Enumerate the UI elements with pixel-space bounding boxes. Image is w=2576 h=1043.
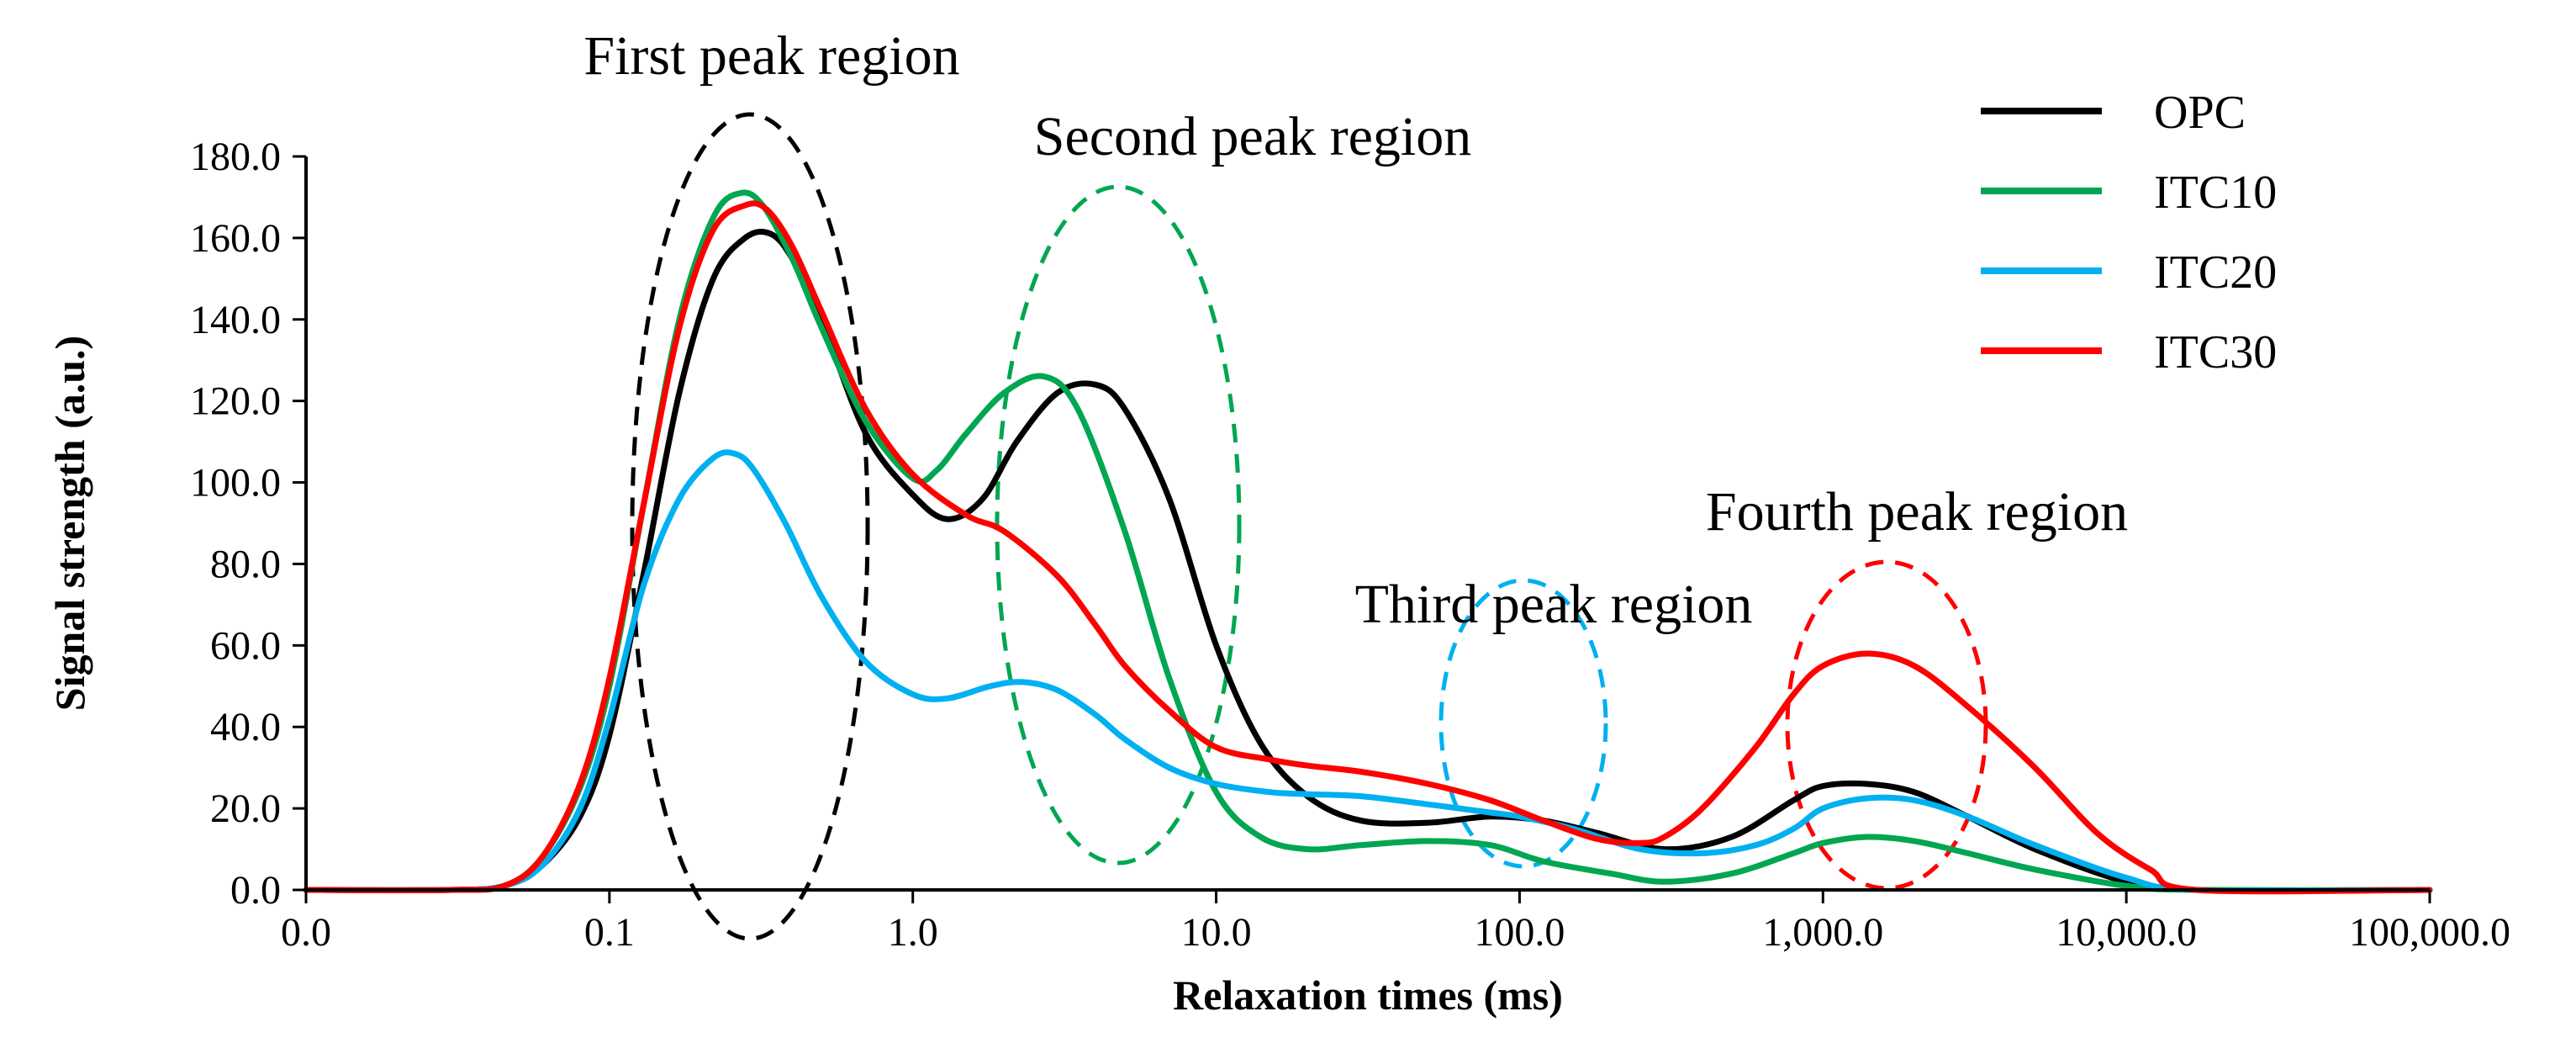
annotations: First peak region Second peak region Third… — [583, 25, 2128, 941]
x-ticks: 0.0 0.1 1.0 10.0 100.0 1,000.0 10,000.0 100,000… — [281, 890, 2510, 955]
legend-label: ITC10 — [2154, 167, 2277, 219]
y-tick-label: 180.0 — [190, 135, 281, 179]
annotation-label: Second peak region — [1034, 106, 1472, 167]
series-layer — [303, 189, 2433, 895]
x-tick-label: 100,000.0 — [2349, 910, 2510, 955]
annotation-label: Third peak region — [1355, 574, 1753, 635]
y-tick-label: 100.0 — [190, 461, 281, 506]
annotation-ellipse — [1438, 578, 1608, 869]
x-tick-label: 10.0 — [1181, 910, 1252, 955]
y-tick-label: 20.0 — [210, 786, 281, 831]
y-tick-label: 160.0 — [190, 216, 281, 261]
x-tick-label: 0.0 — [281, 910, 331, 955]
annotation-ellipse — [630, 112, 870, 941]
legend: OPC ITC10 ITC20 ITC30 — [1981, 87, 2277, 379]
annotation-label: Fourth peak region — [1706, 481, 2128, 543]
y-tick-label: 60.0 — [210, 623, 281, 668]
y-tick-label: 0.0 — [230, 868, 281, 913]
annotation-label: First peak region — [583, 25, 959, 87]
y-tick-label: 40.0 — [210, 705, 281, 749]
x-tick-label: 0.1 — [584, 910, 635, 955]
y-ticks: 0.0 20.0 40.0 60.0 80.0 100.0 120.0 140.0 160.0 1… — [190, 135, 306, 913]
y-tick-label: 140.0 — [190, 298, 281, 342]
x-tick-label: 100.0 — [1474, 910, 1565, 955]
y-axis-title: Signal strength (a.u.) — [46, 336, 93, 711]
x-tick-label: 1.0 — [888, 910, 938, 955]
y-tick-label: 120.0 — [190, 379, 281, 424]
axes: 0.0 20.0 40.0 60.0 80.0 100.0 120.0 140.0 160.0 1… — [46, 135, 2510, 1019]
x-axis-title: Relaxation times (ms) — [1173, 972, 1563, 1019]
legend-label: ITC20 — [2154, 246, 2277, 299]
y-tick-label: 80.0 — [210, 542, 281, 586]
x-tick-label: 10,000.0 — [2056, 910, 2197, 955]
legend-label: OPC — [2154, 87, 2246, 139]
series-line-opc — [303, 228, 2433, 894]
x-tick-label: 1,000.0 — [1762, 910, 1883, 955]
series-line-itc30 — [303, 200, 2433, 895]
legend-label: ITC30 — [2154, 326, 2277, 379]
series-line-itc20 — [303, 449, 2433, 894]
